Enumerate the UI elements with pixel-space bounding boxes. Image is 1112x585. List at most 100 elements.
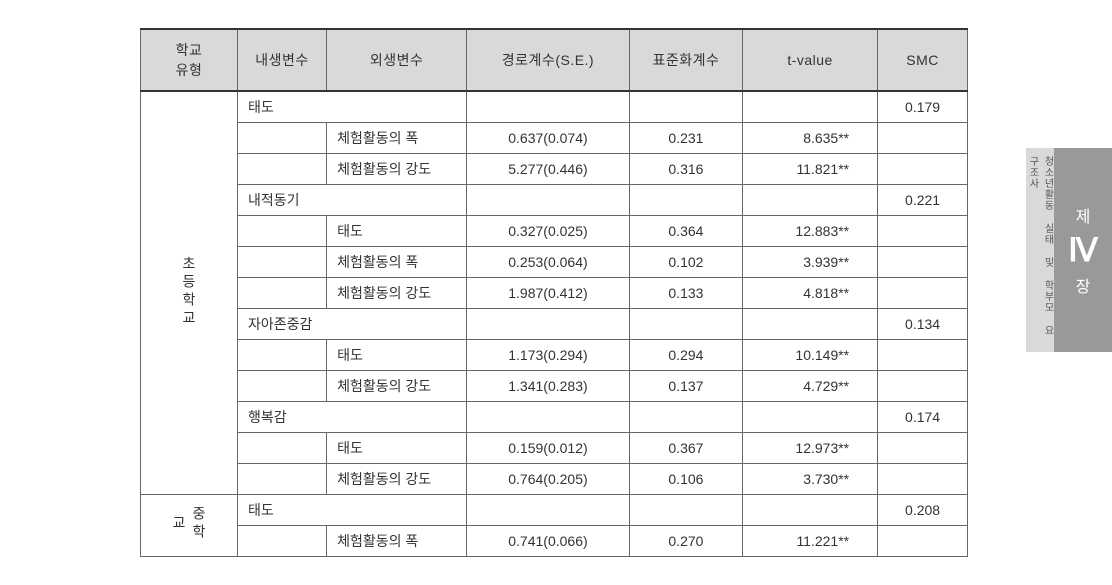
cell-std: 0.316 [629, 154, 742, 185]
table-row: 체험활동의 강도 0.764(0.205) 0.106 3.730** [141, 464, 968, 495]
cell-t: 3.939** [743, 247, 878, 278]
data-table-container: 학교 유형 내생변수 외생변수 경로계수(S.E.) 표준화계수 t-value… [140, 28, 968, 557]
cell [467, 495, 630, 526]
group-label: 내적동기 [238, 185, 467, 216]
cell [629, 309, 742, 340]
cell-coef: 0.327(0.025) [467, 216, 630, 247]
table-row: 태도 0.327(0.025) 0.364 12.883** [141, 216, 968, 247]
cell-ex: 체험활동의 강도 [327, 278, 467, 309]
cell [238, 464, 327, 495]
cell [629, 185, 742, 216]
chapter-suffix: 장 [1076, 273, 1091, 297]
cell [238, 154, 327, 185]
cell [743, 495, 878, 526]
cell-std: 0.367 [629, 433, 742, 464]
chapter-number: Ⅳ [1068, 231, 1098, 269]
table-row: 체험활동의 강도 1.341(0.283) 0.137 4.729** [141, 371, 968, 402]
cell [743, 402, 878, 433]
cell-ex: 체험활동의 폭 [327, 526, 467, 557]
cell-ex: 체험활동의 폭 [327, 123, 467, 154]
table-row: 태도 0.159(0.012) 0.367 12.973** [141, 433, 968, 464]
cell-ex: 태도 [327, 340, 467, 371]
cell [878, 433, 968, 464]
cell-t: 11.821** [743, 154, 878, 185]
cell-smc: 0.134 [878, 309, 968, 340]
cell-std: 0.231 [629, 123, 742, 154]
cell-ex: 체험활동의 강도 [327, 464, 467, 495]
cell-t: 10.149** [743, 340, 878, 371]
cell-smc: 0.174 [878, 402, 968, 433]
table-row: 체험활동의 강도 1.987(0.412) 0.133 4.818** [141, 278, 968, 309]
cell-t: 11.221** [743, 526, 878, 557]
col-std-coef: 표준화계수 [629, 29, 742, 91]
cell [467, 185, 630, 216]
cell [238, 123, 327, 154]
cell [878, 216, 968, 247]
cell-t: 4.818** [743, 278, 878, 309]
cell-std: 0.133 [629, 278, 742, 309]
chapter-side-tab: 청소년활동 실태 및 학부모 요구조사 제 Ⅳ 장 [1026, 148, 1112, 352]
cell [878, 340, 968, 371]
cell-coef: 0.764(0.205) [467, 464, 630, 495]
side-tab-caption: 청소년활동 실태 및 학부모 요구조사 [1026, 148, 1054, 352]
cell [878, 247, 968, 278]
cell [467, 309, 630, 340]
group-label: 행복감 [238, 402, 467, 433]
cell-t: 12.883** [743, 216, 878, 247]
cell [878, 154, 968, 185]
cell-coef: 0.253(0.064) [467, 247, 630, 278]
table-header-row: 학교 유형 내생변수 외생변수 경로계수(S.E.) 표준화계수 t-value… [141, 29, 968, 91]
cell [743, 185, 878, 216]
cell-ex: 태도 [327, 433, 467, 464]
group-label: 태도 [238, 91, 467, 123]
group-label: 자아존중감 [238, 309, 467, 340]
cell-std: 0.137 [629, 371, 742, 402]
cell-std: 0.102 [629, 247, 742, 278]
cell-t: 3.730** [743, 464, 878, 495]
cell-t: 12.973** [743, 433, 878, 464]
cell [743, 91, 878, 123]
table-row: 체험활동의 폭 0.741(0.066) 0.270 11.221** [141, 526, 968, 557]
col-school-type: 학교 유형 [141, 29, 238, 91]
table-row: 태도 1.173(0.294) 0.294 10.149** [141, 340, 968, 371]
cell-ex: 태도 [327, 216, 467, 247]
col-path-coef: 경로계수(S.E.) [467, 29, 630, 91]
school-type-middle: 중학교 [141, 495, 238, 557]
cell [238, 433, 327, 464]
col-exogenous: 외생변수 [327, 29, 467, 91]
col-smc: SMC [878, 29, 968, 91]
col-tvalue: t-value [743, 29, 878, 91]
table-row: 체험활동의 폭 0.253(0.064) 0.102 3.939** [141, 247, 968, 278]
cell-coef: 1.173(0.294) [467, 340, 630, 371]
group-label: 태도 [238, 495, 467, 526]
cell [629, 495, 742, 526]
cell [743, 309, 878, 340]
cell-coef: 0.741(0.066) [467, 526, 630, 557]
cell [238, 526, 327, 557]
cell-ex: 체험활동의 강도 [327, 154, 467, 185]
cell-smc: 0.179 [878, 91, 968, 123]
cell [467, 402, 630, 433]
table-row: 초등학교 태도 0.179 [141, 91, 968, 123]
cell [878, 371, 968, 402]
table-row: 체험활동의 강도 5.277(0.446) 0.316 11.821** [141, 154, 968, 185]
cell-std: 0.294 [629, 340, 742, 371]
cell [878, 526, 968, 557]
table-row: 내적동기 0.221 [141, 185, 968, 216]
cell-smc: 0.221 [878, 185, 968, 216]
cell [238, 216, 327, 247]
cell-std: 0.364 [629, 216, 742, 247]
table-row: 중학교 태도 0.208 [141, 495, 968, 526]
cell-std: 0.270 [629, 526, 742, 557]
cell-t: 4.729** [743, 371, 878, 402]
cell [238, 371, 327, 402]
cell-ex: 체험활동의 폭 [327, 247, 467, 278]
cell [629, 402, 742, 433]
cell-coef: 0.159(0.012) [467, 433, 630, 464]
cell-t: 8.635** [743, 123, 878, 154]
table-row: 자아존중감 0.134 [141, 309, 968, 340]
data-table: 학교 유형 내생변수 외생변수 경로계수(S.E.) 표준화계수 t-value… [140, 28, 968, 557]
cell-ex: 체험활동의 강도 [327, 371, 467, 402]
cell-smc: 0.208 [878, 495, 968, 526]
chapter-prefix: 제 [1076, 203, 1091, 227]
